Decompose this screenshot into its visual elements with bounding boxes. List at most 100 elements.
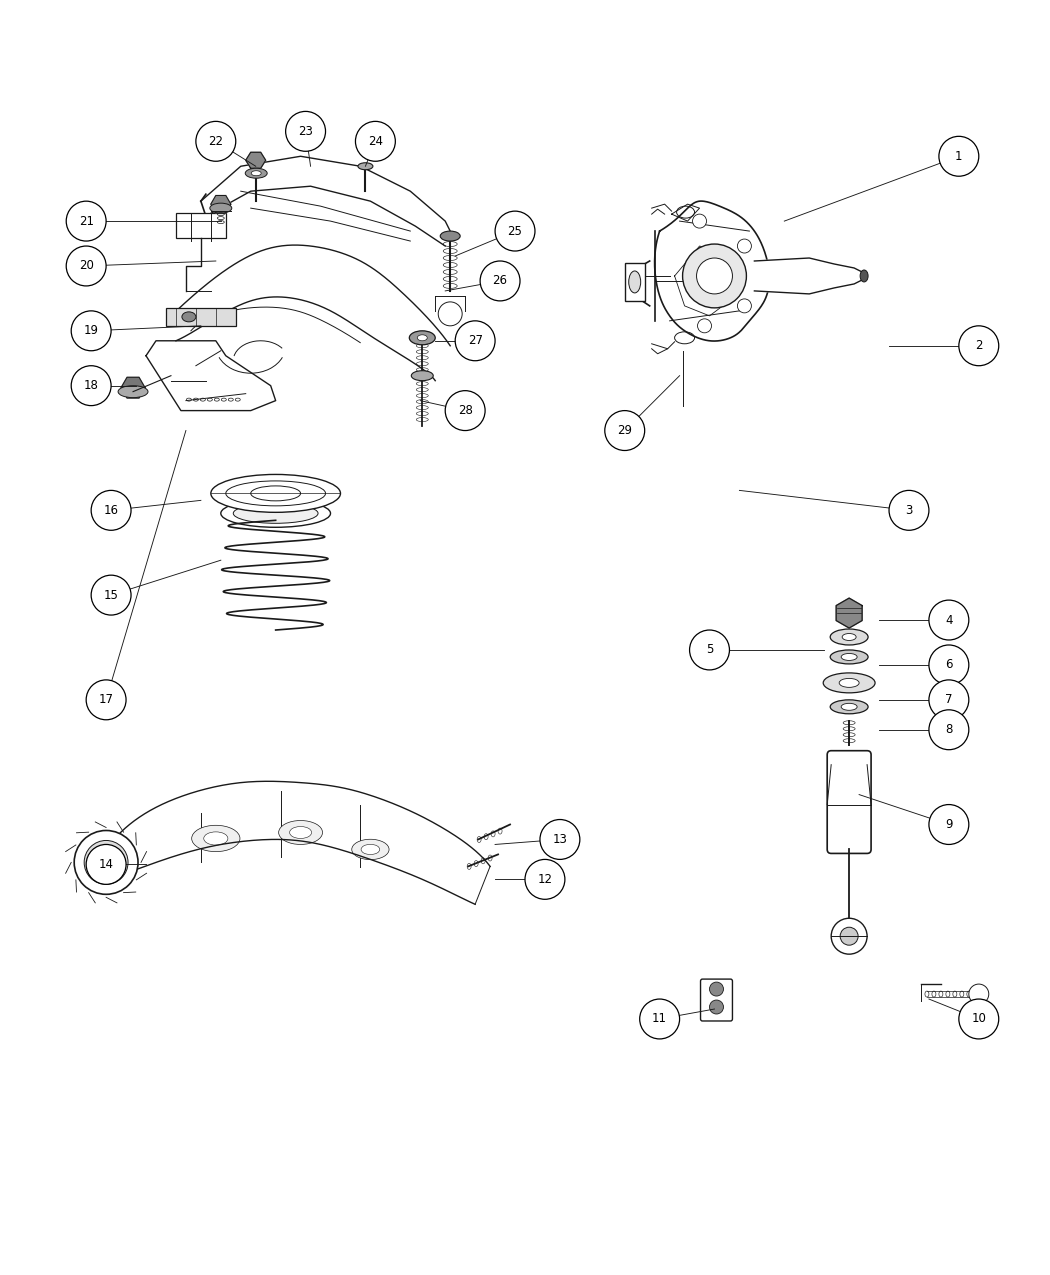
Ellipse shape xyxy=(831,650,868,664)
Text: 11: 11 xyxy=(652,1012,667,1025)
Text: 16: 16 xyxy=(104,504,119,516)
Circle shape xyxy=(540,820,580,859)
Circle shape xyxy=(929,680,969,720)
Ellipse shape xyxy=(290,826,312,839)
Ellipse shape xyxy=(210,203,232,213)
Circle shape xyxy=(710,1000,723,1014)
Circle shape xyxy=(75,830,138,894)
Text: 29: 29 xyxy=(617,425,632,437)
Ellipse shape xyxy=(839,678,859,687)
Ellipse shape xyxy=(860,270,868,282)
Ellipse shape xyxy=(278,821,322,844)
Ellipse shape xyxy=(211,474,340,513)
Text: 5: 5 xyxy=(706,644,713,657)
Circle shape xyxy=(356,121,396,161)
Circle shape xyxy=(832,918,867,954)
Ellipse shape xyxy=(352,839,390,859)
Circle shape xyxy=(840,927,858,945)
Ellipse shape xyxy=(358,163,373,170)
Ellipse shape xyxy=(182,312,196,321)
Circle shape xyxy=(84,840,128,885)
Polygon shape xyxy=(211,195,231,213)
Polygon shape xyxy=(836,598,862,629)
Text: 10: 10 xyxy=(971,1012,986,1025)
Text: 20: 20 xyxy=(79,260,93,273)
Text: 13: 13 xyxy=(552,833,567,847)
Ellipse shape xyxy=(842,634,856,640)
FancyBboxPatch shape xyxy=(827,751,872,853)
Text: 26: 26 xyxy=(492,274,507,287)
Circle shape xyxy=(939,136,979,176)
Text: 24: 24 xyxy=(368,135,383,148)
Ellipse shape xyxy=(192,825,240,852)
Circle shape xyxy=(737,238,752,252)
Ellipse shape xyxy=(118,385,148,398)
Circle shape xyxy=(438,302,462,326)
Text: 19: 19 xyxy=(84,324,99,338)
Text: 1: 1 xyxy=(956,149,963,163)
Circle shape xyxy=(286,111,326,152)
Bar xyxy=(625,263,645,301)
Text: 14: 14 xyxy=(99,858,113,871)
Circle shape xyxy=(697,319,712,333)
Text: 6: 6 xyxy=(945,658,952,672)
Circle shape xyxy=(889,491,929,530)
Circle shape xyxy=(605,411,645,450)
Circle shape xyxy=(696,258,733,295)
Circle shape xyxy=(710,982,723,996)
Ellipse shape xyxy=(823,673,875,692)
Ellipse shape xyxy=(204,831,228,845)
Ellipse shape xyxy=(629,272,640,293)
Circle shape xyxy=(693,214,707,228)
Circle shape xyxy=(959,1000,999,1039)
Text: 7: 7 xyxy=(945,694,952,706)
Circle shape xyxy=(86,844,126,885)
Circle shape xyxy=(445,390,485,431)
Ellipse shape xyxy=(220,500,331,528)
Circle shape xyxy=(682,244,747,307)
Circle shape xyxy=(929,710,969,750)
Ellipse shape xyxy=(841,704,857,710)
Circle shape xyxy=(66,246,106,286)
Text: 22: 22 xyxy=(208,135,224,148)
Polygon shape xyxy=(754,258,864,295)
Text: 18: 18 xyxy=(84,379,99,393)
Text: 28: 28 xyxy=(458,404,472,417)
Circle shape xyxy=(929,601,969,640)
Circle shape xyxy=(737,298,752,312)
Circle shape xyxy=(959,326,999,366)
Circle shape xyxy=(86,680,126,720)
Polygon shape xyxy=(246,152,266,168)
Circle shape xyxy=(639,1000,679,1039)
Text: 2: 2 xyxy=(975,339,983,352)
Polygon shape xyxy=(121,377,145,398)
Text: 21: 21 xyxy=(79,214,93,228)
Ellipse shape xyxy=(440,231,460,241)
Text: 25: 25 xyxy=(507,224,523,237)
Text: 17: 17 xyxy=(99,694,113,706)
Circle shape xyxy=(66,201,106,241)
FancyBboxPatch shape xyxy=(700,979,733,1021)
Text: 3: 3 xyxy=(905,504,912,516)
Text: 27: 27 xyxy=(467,334,483,347)
Circle shape xyxy=(496,212,534,251)
Ellipse shape xyxy=(361,844,380,854)
Text: 23: 23 xyxy=(298,125,313,138)
Circle shape xyxy=(71,366,111,405)
Text: 8: 8 xyxy=(945,723,952,736)
Ellipse shape xyxy=(841,654,857,660)
Ellipse shape xyxy=(831,700,868,714)
Ellipse shape xyxy=(831,629,868,645)
Circle shape xyxy=(97,853,117,872)
Text: 12: 12 xyxy=(538,873,552,886)
Circle shape xyxy=(480,261,520,301)
Bar xyxy=(176,213,226,238)
Circle shape xyxy=(690,630,730,669)
Circle shape xyxy=(929,645,969,685)
Circle shape xyxy=(969,984,989,1003)
Circle shape xyxy=(71,311,111,351)
Text: 15: 15 xyxy=(104,589,119,602)
Circle shape xyxy=(91,575,131,615)
Ellipse shape xyxy=(417,335,427,340)
Ellipse shape xyxy=(233,504,318,523)
